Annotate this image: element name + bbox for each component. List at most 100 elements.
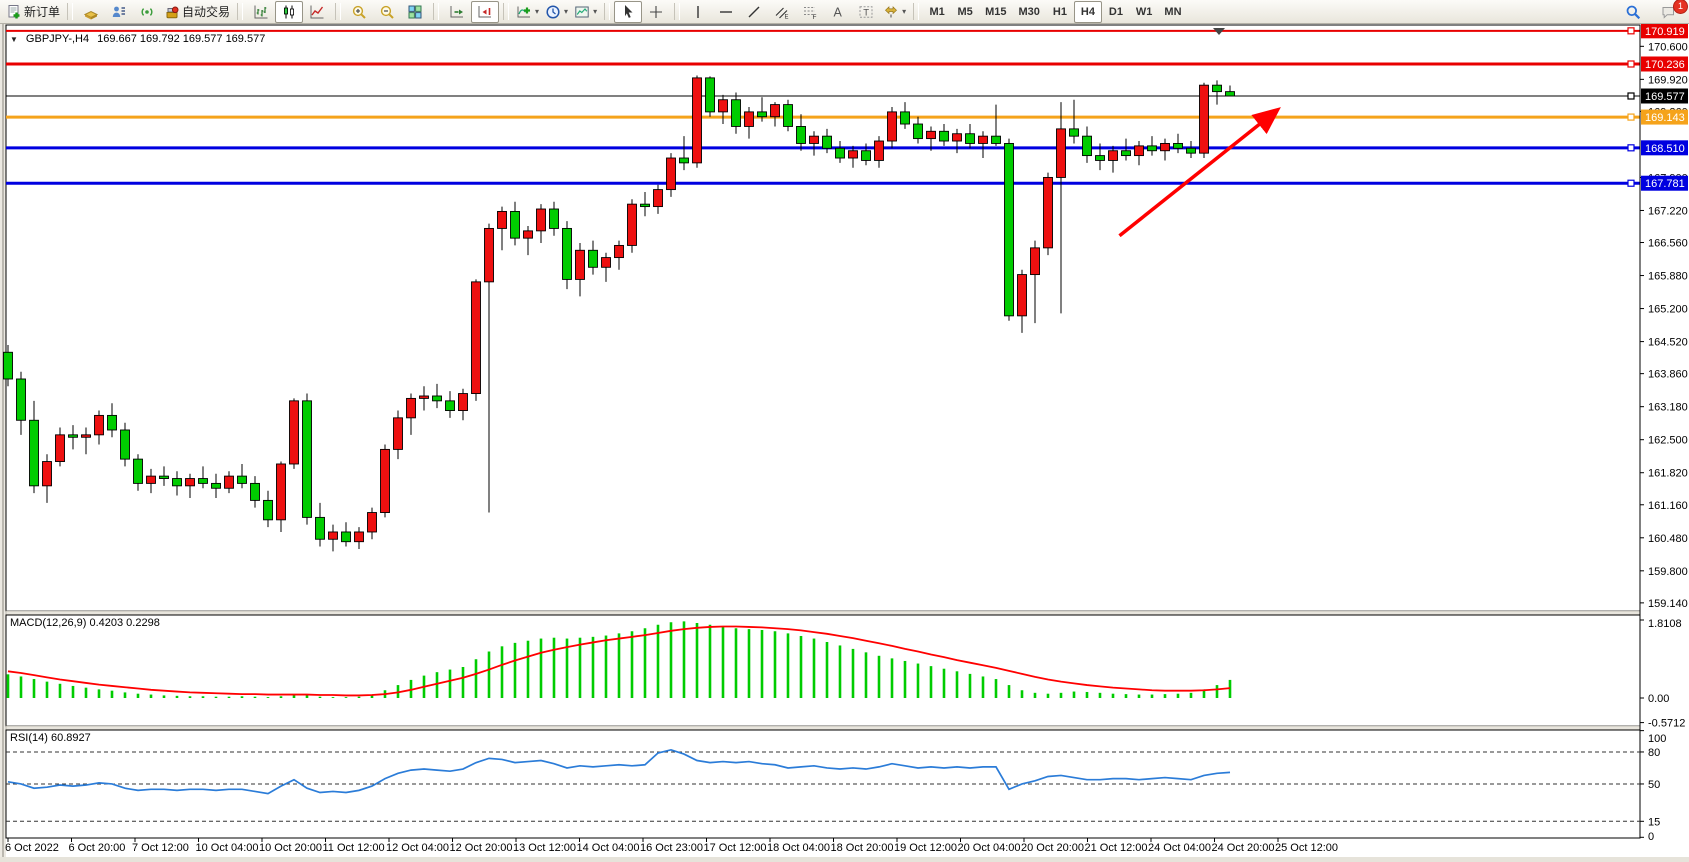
svg-text:A: A <box>834 5 843 19</box>
price-tick-label: 162.500 <box>1648 435 1688 447</box>
timeframe-d1-button-label: D1 <box>1108 5 1123 18</box>
fibonacci-button[interactable]: F <box>796 1 824 23</box>
search-button[interactable] <box>1619 1 1647 23</box>
time-tick-label: 18 Oct 20:00 <box>831 842 894 854</box>
chart-shift-button[interactable] <box>471 0 500 23</box>
templates-icon <box>574 4 590 20</box>
arrows-button[interactable]: ▾ <box>880 1 909 23</box>
window-bottom-edge <box>0 857 1689 862</box>
timeframe-w1-button[interactable]: W1 <box>1130 1 1159 23</box>
trendline-button[interactable] <box>740 1 768 23</box>
autotrading-button[interactable]: 自动交易 <box>161 1 233 23</box>
svg-text:T: T <box>863 7 869 18</box>
auto-scroll-button[interactable] <box>443 1 471 23</box>
price-axis[interactable]: 170.600169.920169.260167.900167.220166.5… <box>1639 24 1688 838</box>
time-tick-label: 12 Oct 04:00 <box>386 842 449 854</box>
timeframe-d1-button[interactable]: D1 <box>1102 1 1130 23</box>
toolbar-separator <box>674 3 681 20</box>
arrows-icon <box>883 4 899 20</box>
toolbar-right: 1 <box>1619 0 1688 23</box>
rsi-axis-label: 0 <box>1648 831 1654 843</box>
price-tick-label: 167.220 <box>1648 205 1688 217</box>
periods-button[interactable]: ▾ <box>542 1 571 23</box>
macd-axis[interactable]: 1.8108 0.00 -0.5712 <box>1640 618 1685 730</box>
time-tick-label: 24 Oct 04:00 <box>1148 842 1211 854</box>
panel-splitter[interactable] <box>5 725 1641 731</box>
tile-windows-button[interactable] <box>401 1 429 23</box>
crosshair-icon <box>648 4 664 20</box>
rsi-axis[interactable]: 100 80 50 15 0 <box>1640 730 1666 843</box>
templates-button[interactable]: ▾ <box>571 1 600 23</box>
toolbar: 新订单 自动交易 ▾ ▾ ▾ E F A T ▾ M1 M5 M15 M30 H1 H4 D1 W1 MN 1 <box>0 0 1689 24</box>
panel-splitter[interactable] <box>5 610 1641 616</box>
timeframe-m15-button[interactable]: M15 <box>979 1 1012 23</box>
price-tick-label: 163.860 <box>1648 369 1688 381</box>
price-tick-label: 165.200 <box>1648 304 1688 316</box>
chart-canvas[interactable]: 170.600169.920169.260167.900167.220166.5… <box>0 24 1689 862</box>
vertical-line-icon <box>690 4 706 20</box>
timeframe-m5-button-label: M5 <box>957 5 973 18</box>
timeframe-h1-button[interactable]: H1 <box>1046 1 1074 23</box>
autotrading-icon <box>164 4 180 20</box>
timeframe-mn-button[interactable]: MN <box>1158 1 1187 23</box>
dropdown-arrow-icon[interactable]: ▾ <box>593 7 598 16</box>
trend-arrow-annotation[interactable] <box>1118 107 1281 238</box>
zoom-in-icon <box>351 4 367 20</box>
market-watch-button[interactable] <box>105 1 133 23</box>
chart-shift-icon <box>477 4 493 20</box>
price-level-badge: 168.510 <box>1645 143 1685 155</box>
dropdown-arrow-icon[interactable]: ▾ <box>902 7 907 16</box>
text-button[interactable]: A <box>824 1 852 23</box>
price-tick-label: 163.180 <box>1648 402 1688 414</box>
timeframe-m30-button[interactable]: M30 <box>1013 1 1046 23</box>
price-level-badge: 170.236 <box>1645 59 1685 71</box>
rsi-axis-label: 50 <box>1648 779 1660 791</box>
new-order-icon <box>6 4 22 20</box>
candlestick-button[interactable] <box>275 0 304 23</box>
bar-chart-button[interactable] <box>247 1 275 23</box>
macd-signal-line <box>7 625 1231 697</box>
macd-axis-label: 1.8108 <box>1648 618 1682 630</box>
rsi-line <box>7 748 1231 795</box>
time-tick-label: 7 Oct 12:00 <box>132 842 189 854</box>
indicators-button[interactable]: ▾ <box>513 1 542 23</box>
trendline-icon <box>746 4 762 20</box>
time-axis[interactable]: 6 Oct 2022 6 Oct 20:00 7 Oct 12:00 10 Oct 0… <box>5 838 1338 854</box>
text-label-button[interactable]: T <box>852 1 880 23</box>
toolbar-separator <box>503 3 510 20</box>
rsi-axis-label: 100 <box>1648 733 1666 745</box>
dropdown-arrow-icon[interactable]: ▾ <box>564 7 569 16</box>
signals-button[interactable] <box>133 1 161 23</box>
toolbar-separator <box>913 3 920 20</box>
vertical-line-button[interactable] <box>684 1 712 23</box>
time-tick-label: 25 Oct 12:00 <box>1275 842 1338 854</box>
timeframe-m15-button-label: M15 <box>985 5 1007 18</box>
bar-chart-icon <box>253 4 269 20</box>
rsi-axis-label: 15 <box>1648 816 1660 828</box>
cursor-button[interactable] <box>614 0 643 23</box>
macd-panel[interactable] <box>5 614 1641 727</box>
time-tick-label: 20 Oct 04:00 <box>958 842 1021 854</box>
toolbar-separator <box>67 3 74 20</box>
notifications-button[interactable]: 1 <box>1655 0 1688 23</box>
macd-indicator-label: MACD(12,26,9) 0.4203 0.2298 <box>10 617 160 629</box>
crosshair-button[interactable] <box>642 1 670 23</box>
timeframe-m1-button[interactable]: M1 <box>923 1 951 23</box>
dropdown-arrow-icon[interactable]: ▾ <box>535 7 540 16</box>
price-tick-label: 170.600 <box>1648 41 1688 53</box>
chevron-down-icon[interactable]: ▼ <box>10 34 18 44</box>
zoom-out-button[interactable] <box>373 1 401 23</box>
new-order-button[interactable]: 新订单 <box>3 1 63 23</box>
macd-axis-label: 0.00 <box>1648 693 1669 705</box>
chart-profiles-button[interactable] <box>77 1 105 23</box>
price-tick-label: 161.160 <box>1648 500 1688 512</box>
zoom-in-button[interactable] <box>345 1 373 23</box>
chart-shift-marker-icon[interactable] <box>1213 28 1225 35</box>
horizontal-line-button[interactable] <box>712 1 740 23</box>
line-chart-button[interactable] <box>303 1 331 23</box>
timeframe-m5-button[interactable]: M5 <box>951 1 979 23</box>
equidistant-channel-button[interactable]: E <box>768 1 796 23</box>
price-panel[interactable] <box>5 24 1641 612</box>
auto-scroll-icon <box>449 4 465 20</box>
timeframe-h4-button[interactable]: H4 <box>1073 0 1102 23</box>
